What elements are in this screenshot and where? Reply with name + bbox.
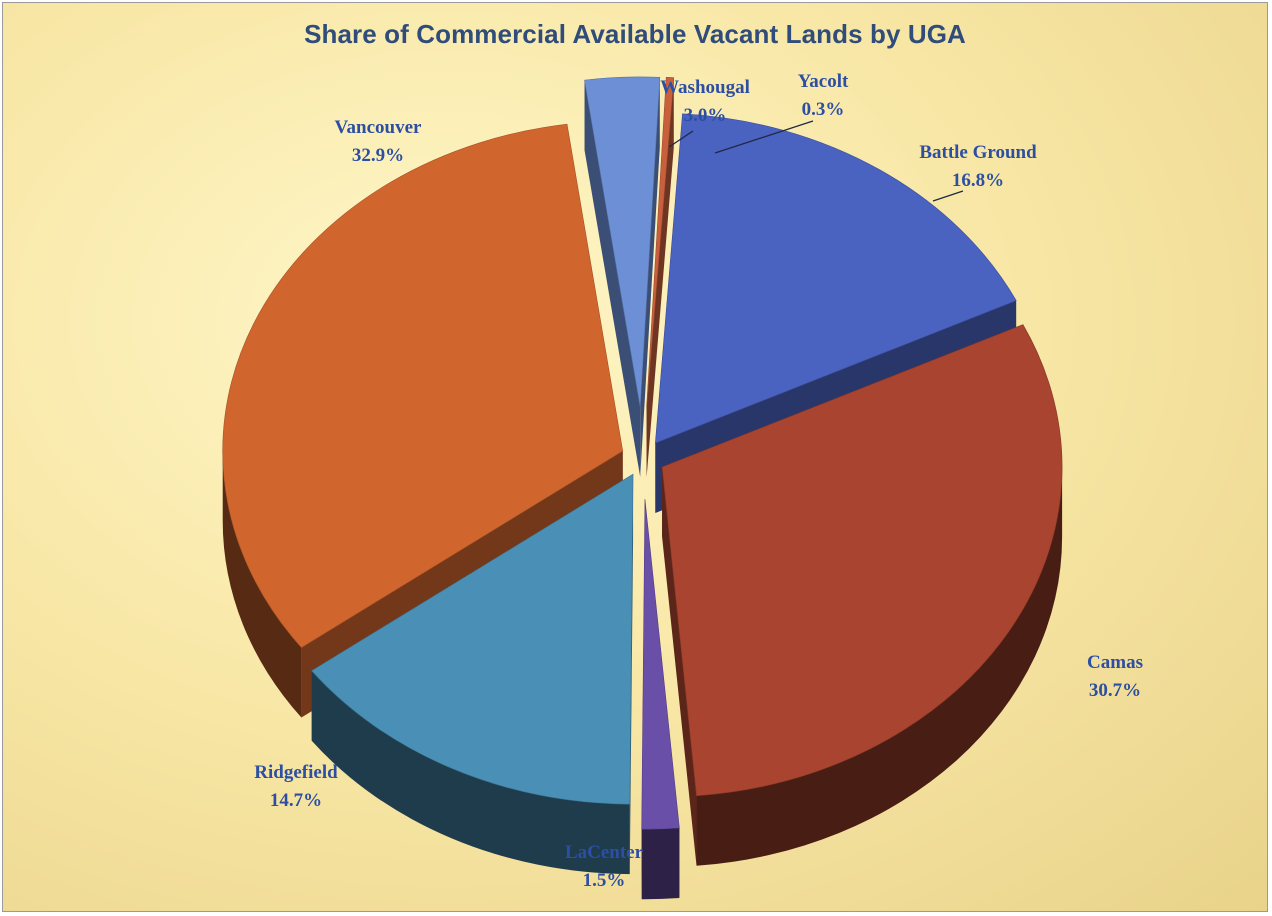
slice-side-vancouver-0 [222,450,302,718]
slice-label-battle-ground: Battle Ground [919,142,1037,163]
slice-washougal [584,76,661,477]
slice-side-camas-0 [696,467,1063,866]
slice-value-camas: 30.7% [1089,680,1141,701]
slice-top-camas [661,324,1063,797]
slice-label-yacolt: Yacolt [798,71,849,92]
leader-line-yacolt [714,120,814,154]
slice-wall-camas-1 [662,467,697,866]
slice-value-washougal: 3.0% [684,105,727,126]
chart-title: Share of Commercial Available Vacant Lan… [304,19,966,49]
slice-wall-yacolt-1 [646,77,674,477]
slice-value-yacolt: 0.3% [802,99,845,120]
slice-yacolt [646,77,675,477]
slice-wall-washougal-1 [640,77,660,477]
slice-label-ridgefield: Ridgefield [254,762,338,783]
slice-value-vancouver: 32.9% [352,145,404,166]
labels-layer: Washougal 3.0% Yacolt 0.3% Battle Ground 16.8… [254,71,1143,891]
slice-wall-washougal-0 [584,80,641,477]
slice-label-washougal: Washougal [660,77,750,98]
slice-top-lacenter [641,499,680,830]
slice-top-washougal [584,76,661,407]
leader-line-battle-ground [932,190,964,202]
leader-line-washougal [668,130,694,148]
slice-value-battle-ground: 16.8% [952,170,1004,191]
slice-label-camas: Camas [1087,652,1143,673]
slice-ridgefield [311,473,634,875]
slice-camas [661,324,1063,866]
slice-lacenter [641,499,680,900]
slice-side-lacenter-0 [641,827,680,900]
slice-top-battle-ground [655,113,1017,444]
slice-value-ridgefield: 14.7% [270,790,322,811]
pie-chart: Washougal 3.0% Yacolt 0.3% Battle Ground 16.8… [222,71,1143,900]
slice-top-yacolt [646,77,675,407]
slice-label-lacenter: LaCenter [565,842,644,863]
slice-value-lacenter: 1.5% [583,870,626,891]
slices-layer [222,76,1063,900]
slice-side-ridgefield-0 [311,670,630,875]
slice-top-ridgefield [311,473,634,805]
slice-label-vancouver: Vancouver [335,117,422,138]
slice-top-vancouver [222,123,624,648]
